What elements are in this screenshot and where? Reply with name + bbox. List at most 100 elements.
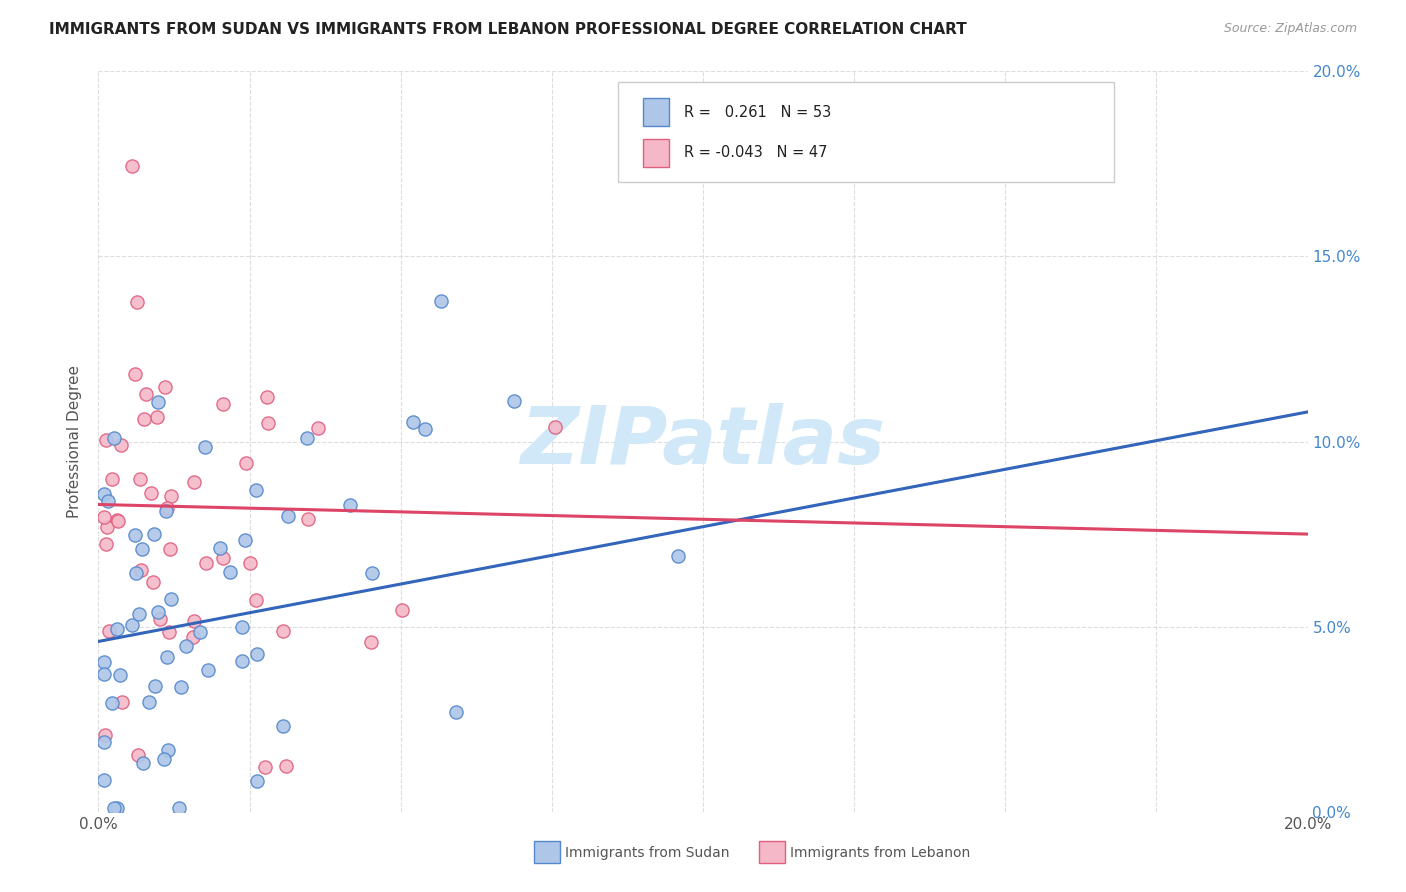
Point	[124, 528, 146, 542]
Point	[444, 706, 467, 720]
Point	[96, 519, 118, 533]
Point	[413, 422, 436, 436]
Point	[94, 433, 117, 447]
Point	[307, 421, 329, 435]
Point	[148, 395, 170, 409]
Point	[110, 437, 132, 451]
Point	[167, 801, 190, 815]
Point	[93, 667, 115, 681]
Point	[257, 416, 280, 430]
Point	[219, 565, 242, 579]
Point	[277, 508, 299, 523]
Point	[131, 541, 153, 556]
Point	[101, 472, 124, 486]
Point	[157, 624, 180, 639]
Point	[246, 647, 269, 661]
Point	[391, 603, 413, 617]
Point	[105, 801, 128, 815]
Point	[121, 159, 143, 173]
FancyBboxPatch shape	[619, 82, 1114, 183]
Text: Immigrants from Lebanon: Immigrants from Lebanon	[790, 846, 970, 860]
Point	[103, 801, 125, 815]
Point	[197, 663, 219, 677]
Point	[194, 441, 217, 455]
Text: Immigrants from Sudan: Immigrants from Sudan	[565, 846, 730, 860]
Point	[128, 607, 150, 621]
Point	[239, 556, 262, 570]
Point	[212, 396, 235, 410]
Point	[124, 566, 146, 580]
Point	[138, 695, 160, 709]
Point	[429, 293, 451, 308]
Point	[108, 668, 131, 682]
Point	[188, 624, 211, 639]
Y-axis label: Professional Degree: Professional Degree	[67, 365, 83, 518]
Point	[152, 752, 174, 766]
Text: R =   0.261   N = 53: R = 0.261 N = 53	[683, 104, 831, 120]
Point	[233, 533, 256, 548]
Point	[107, 622, 129, 636]
Point	[139, 486, 162, 500]
Point	[235, 456, 257, 470]
Point	[194, 556, 217, 570]
Point	[156, 743, 179, 757]
Point	[246, 773, 269, 788]
Point	[274, 758, 297, 772]
Point	[155, 650, 177, 665]
Text: ZIPatlas: ZIPatlas	[520, 402, 886, 481]
Point	[93, 509, 115, 524]
Point	[153, 380, 176, 394]
Point	[103, 431, 125, 445]
Point	[360, 566, 382, 580]
Point	[127, 747, 149, 762]
Bar	[643, 139, 669, 167]
Point	[107, 514, 129, 528]
Point	[245, 593, 267, 607]
Point	[360, 635, 382, 649]
Point	[124, 367, 146, 381]
Point	[146, 605, 169, 619]
Point	[666, 549, 689, 563]
Bar	[643, 98, 669, 126]
Point	[121, 618, 143, 632]
Point	[132, 411, 155, 425]
Point	[135, 387, 157, 401]
Point	[96, 537, 118, 551]
Point	[160, 489, 183, 503]
Point	[93, 734, 115, 748]
Point	[174, 639, 197, 653]
Point	[170, 680, 193, 694]
Point	[256, 390, 278, 404]
Point	[273, 624, 295, 639]
Point	[245, 483, 267, 497]
Point	[101, 696, 124, 710]
Point	[181, 630, 204, 644]
Point	[105, 513, 128, 527]
Point	[129, 471, 152, 485]
Text: Source: ZipAtlas.com: Source: ZipAtlas.com	[1223, 22, 1357, 36]
Point	[97, 493, 120, 508]
Point	[111, 695, 134, 709]
Point	[149, 612, 172, 626]
Point	[183, 475, 205, 489]
Point	[253, 760, 276, 774]
Text: R = -0.043   N = 47: R = -0.043 N = 47	[683, 145, 827, 161]
Point	[295, 431, 318, 445]
Point	[156, 500, 179, 515]
Point	[155, 504, 177, 518]
Point	[231, 654, 253, 668]
Point	[93, 487, 115, 501]
Point	[544, 420, 567, 434]
Point	[503, 393, 526, 408]
Point	[142, 574, 165, 589]
Point	[93, 728, 115, 742]
Point	[146, 409, 169, 424]
Point	[159, 592, 181, 607]
Point	[129, 563, 152, 577]
Point	[208, 541, 231, 555]
Point	[339, 498, 361, 512]
Point	[98, 624, 121, 638]
Point	[132, 756, 155, 770]
Text: IMMIGRANTS FROM SUDAN VS IMMIGRANTS FROM LEBANON PROFESSIONAL DEGREE CORRELATION: IMMIGRANTS FROM SUDAN VS IMMIGRANTS FROM…	[49, 22, 967, 37]
Point	[183, 615, 205, 629]
